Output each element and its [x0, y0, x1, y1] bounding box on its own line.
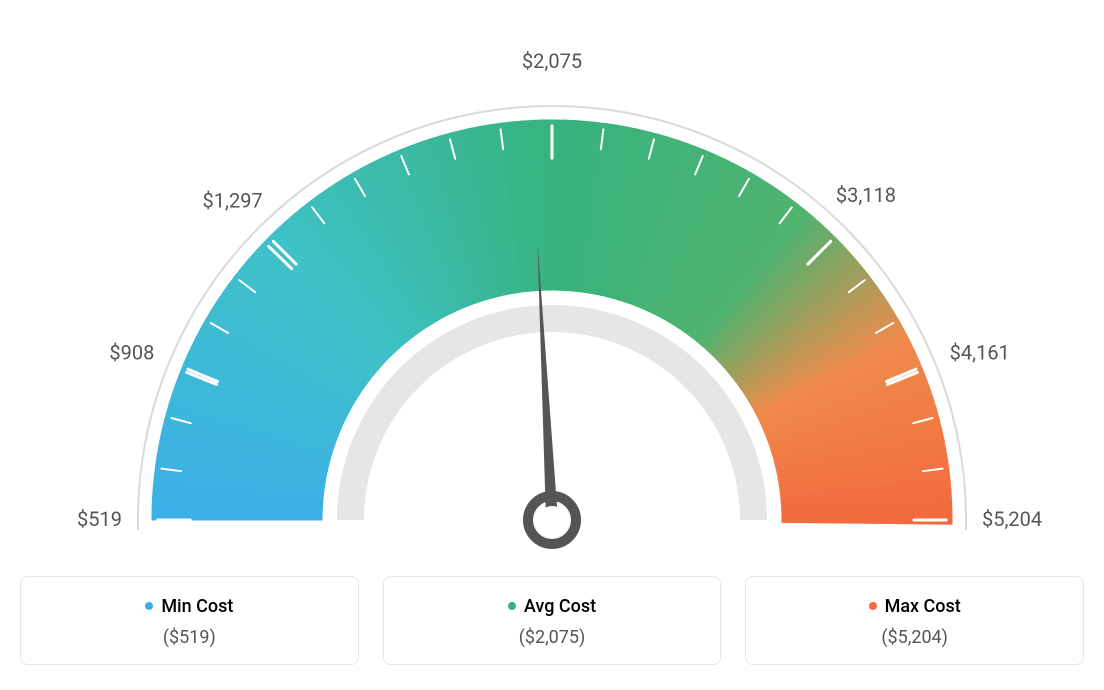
legend-card-min: Min Cost ($519)	[20, 576, 359, 665]
cost-gauge-widget: $519 $908 $1,297 $2,075 $3,118 $4,161 $5,204 M…	[20, 20, 1084, 665]
legend-card-max: Max Cost ($5,204)	[745, 576, 1084, 665]
gauge-tick-label: $5,204	[982, 507, 1042, 531]
legend-max-value: ($5,204)	[746, 627, 1083, 648]
legend-max-label: Max Cost	[885, 596, 961, 617]
legend-min-label: Min Cost	[161, 596, 233, 617]
legend-avg-label: Avg Cost	[524, 596, 596, 617]
gauge-area: $519 $908 $1,297 $2,075 $3,118 $4,161 $5,204	[20, 20, 1084, 560]
legend-row: Min Cost ($519) Avg Cost ($2,075) Max Co…	[20, 576, 1084, 665]
dot-icon	[869, 602, 877, 610]
gauge-svg: $519 $908 $1,297 $2,075 $3,118 $4,161 $5,204	[20, 20, 1084, 560]
legend-avg-value: ($2,075)	[384, 627, 721, 648]
legend-max-title: Max Cost	[869, 596, 961, 617]
legend-min-title: Min Cost	[145, 596, 233, 617]
legend-min-value: ($519)	[21, 627, 358, 648]
gauge-tick-label: $519	[77, 507, 122, 531]
gauge-tick-label: $908	[109, 341, 154, 365]
dot-icon	[145, 602, 153, 610]
gauge-tick-label: $2,075	[522, 49, 582, 73]
gauge-tick-label: $1,297	[203, 189, 263, 213]
legend-card-avg: Avg Cost ($2,075)	[383, 576, 722, 665]
gauge-tick-label: $3,118	[836, 183, 896, 207]
legend-avg-title: Avg Cost	[508, 596, 596, 617]
gauge-tick-label: $4,161	[950, 341, 1010, 365]
dot-icon	[508, 602, 516, 610]
